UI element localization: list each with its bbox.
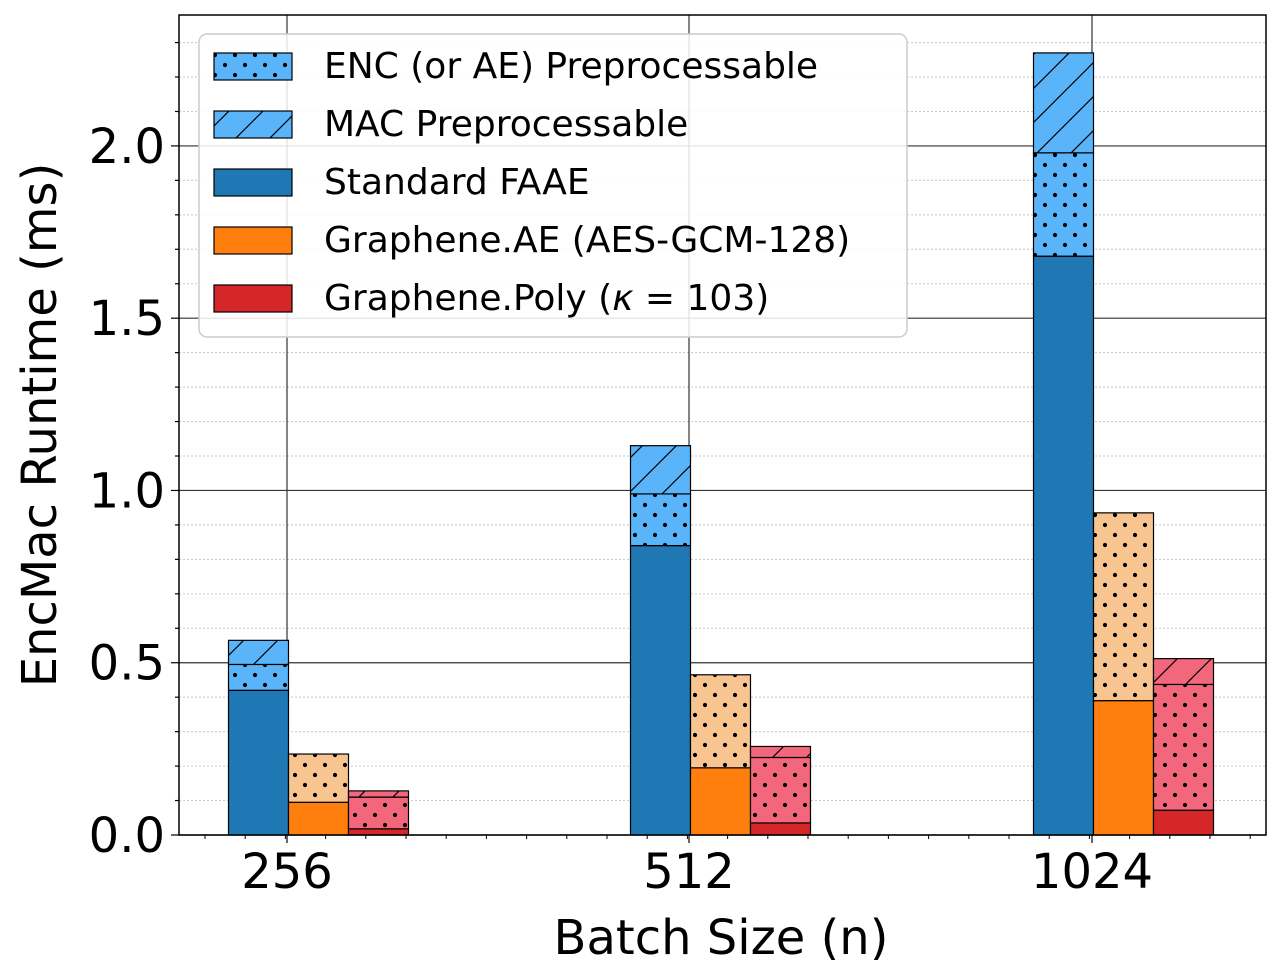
bar-segment-base bbox=[228, 690, 289, 835]
bar-segment-base bbox=[1153, 810, 1214, 835]
x-tick-label: 512 bbox=[643, 844, 735, 900]
legend-box bbox=[198, 33, 908, 338]
y-tick-label: 1.5 bbox=[89, 291, 165, 347]
bar-outline bbox=[1032, 52, 1095, 154]
bar-segment-base bbox=[288, 802, 349, 835]
bar-pattern-enc-preprocessable bbox=[228, 664, 289, 691]
bar-pattern-enc-preprocessable bbox=[690, 674, 751, 768]
bar-pattern-mac-preprocessable bbox=[228, 640, 289, 665]
bar-pattern-mac-preprocessable bbox=[348, 790, 409, 798]
bar-pattern-mac-preprocessable bbox=[630, 445, 691, 494]
bar-pattern-enc-preprocessable bbox=[288, 754, 349, 803]
bar-outline bbox=[689, 674, 752, 769]
x-axis-label: Batch Size (n) bbox=[554, 910, 889, 960]
y-tick-label: 0.5 bbox=[89, 636, 165, 692]
plot-frame bbox=[178, 14, 1267, 836]
bar-segment-base bbox=[630, 545, 691, 835]
legend-swatch-outline bbox=[213, 226, 293, 255]
y-tick-label: 2.0 bbox=[89, 119, 165, 175]
legend-swatch-pattern bbox=[214, 53, 292, 80]
bar-pattern-enc-preprocessable bbox=[1093, 512, 1154, 701]
legend-label: Graphene.AE (AES-GCM-128) bbox=[324, 220, 850, 261]
bar-pattern-mac-preprocessable bbox=[1033, 52, 1094, 153]
bar-outline bbox=[287, 753, 350, 803]
y-tick-label: 1.0 bbox=[89, 463, 165, 519]
legend: ENC (or AE) Preprocessable MAC Preprocess… bbox=[198, 33, 908, 338]
legend-label: Standard FAAE bbox=[324, 162, 590, 203]
legend-swatch bbox=[214, 227, 292, 254]
bars bbox=[227, 52, 1215, 836]
bar-outline bbox=[749, 745, 812, 759]
legend-swatch-outline bbox=[213, 52, 293, 81]
legend-swatch-outline bbox=[213, 284, 293, 313]
bar-outline bbox=[1092, 512, 1155, 702]
bar-pattern-enc-preprocessable bbox=[348, 797, 409, 829]
bar-pattern-enc-preprocessable bbox=[630, 493, 691, 546]
bar-outline bbox=[1152, 657, 1215, 686]
bar-outline bbox=[227, 639, 290, 666]
legend-swatch bbox=[214, 285, 292, 312]
legend-label: Graphene.Poly (κ = 103) bbox=[324, 278, 769, 319]
bar-segment-base bbox=[690, 767, 751, 835]
bar-pattern-mac-preprocessable bbox=[1153, 658, 1214, 685]
bar-segment-base bbox=[1033, 256, 1094, 835]
bar-pattern-enc-preprocessable bbox=[750, 757, 811, 823]
y-axis-label: EncMac Runtime (ms) bbox=[12, 163, 68, 688]
bar-pattern-enc-preprocessable bbox=[1033, 152, 1094, 257]
legend-label: ENC (or AE) Preprocessable bbox=[324, 46, 818, 87]
legend-swatch-outline bbox=[213, 110, 293, 139]
bar-outline bbox=[347, 790, 410, 798]
bar-pattern-mac-preprocessable bbox=[750, 746, 811, 758]
bar-segment-base bbox=[348, 828, 409, 835]
x-tick-label: 256 bbox=[241, 844, 333, 900]
bar-pattern-enc-preprocessable bbox=[1153, 684, 1214, 811]
legend-swatch-pattern bbox=[214, 111, 292, 138]
legend-swatch-outline bbox=[213, 168, 293, 197]
legend-label: MAC Preprocessable bbox=[324, 104, 688, 145]
bar-segment-base bbox=[750, 822, 811, 835]
legend-swatch bbox=[214, 169, 292, 196]
axes: 0.0 0.5 1.0 1.5 2.0 256 512 1024 bbox=[89, 14, 1267, 900]
y-tick-label: 0.0 bbox=[89, 808, 165, 864]
x-tick-label: 1024 bbox=[1031, 844, 1153, 900]
bar-outline bbox=[629, 445, 692, 495]
bar-segment-base bbox=[1093, 700, 1154, 835]
